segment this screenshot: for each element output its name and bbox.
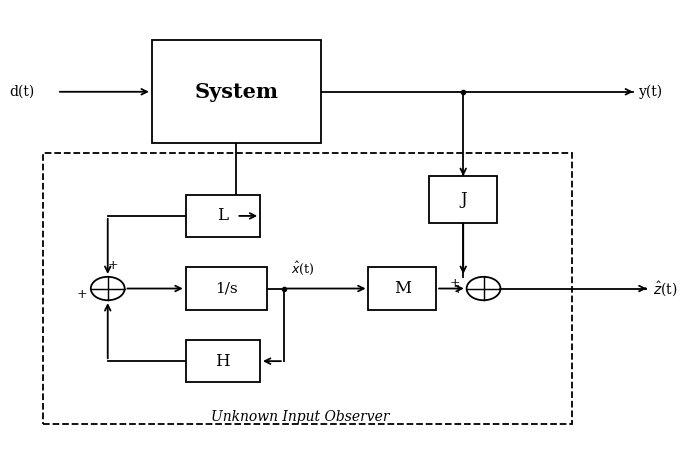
Text: M: M [394,280,411,297]
Bar [43,153,571,424]
Text: J: J [460,191,466,208]
Text: y(t): y(t) [639,84,663,99]
Text: L: L [217,208,228,224]
Bar [429,176,497,223]
Bar [186,340,260,382]
Text: +: + [108,259,118,272]
Text: +: + [453,283,463,296]
Text: +: + [449,277,460,291]
Text: 1/s: 1/s [215,282,237,295]
Text: Unknown Input Observer: Unknown Input Observer [211,410,390,424]
Text: $\hat{z}$(t): $\hat{z}$(t) [653,279,677,298]
Bar [152,40,321,143]
Bar [186,195,260,237]
Text: System: System [194,82,279,102]
Text: +: + [77,288,87,301]
Bar [186,267,267,310]
Text: H: H [215,353,230,370]
Bar [368,267,436,310]
Text: d(t): d(t) [10,85,35,99]
Text: $\hat{x}$(t): $\hat{x}$(t) [291,260,314,277]
